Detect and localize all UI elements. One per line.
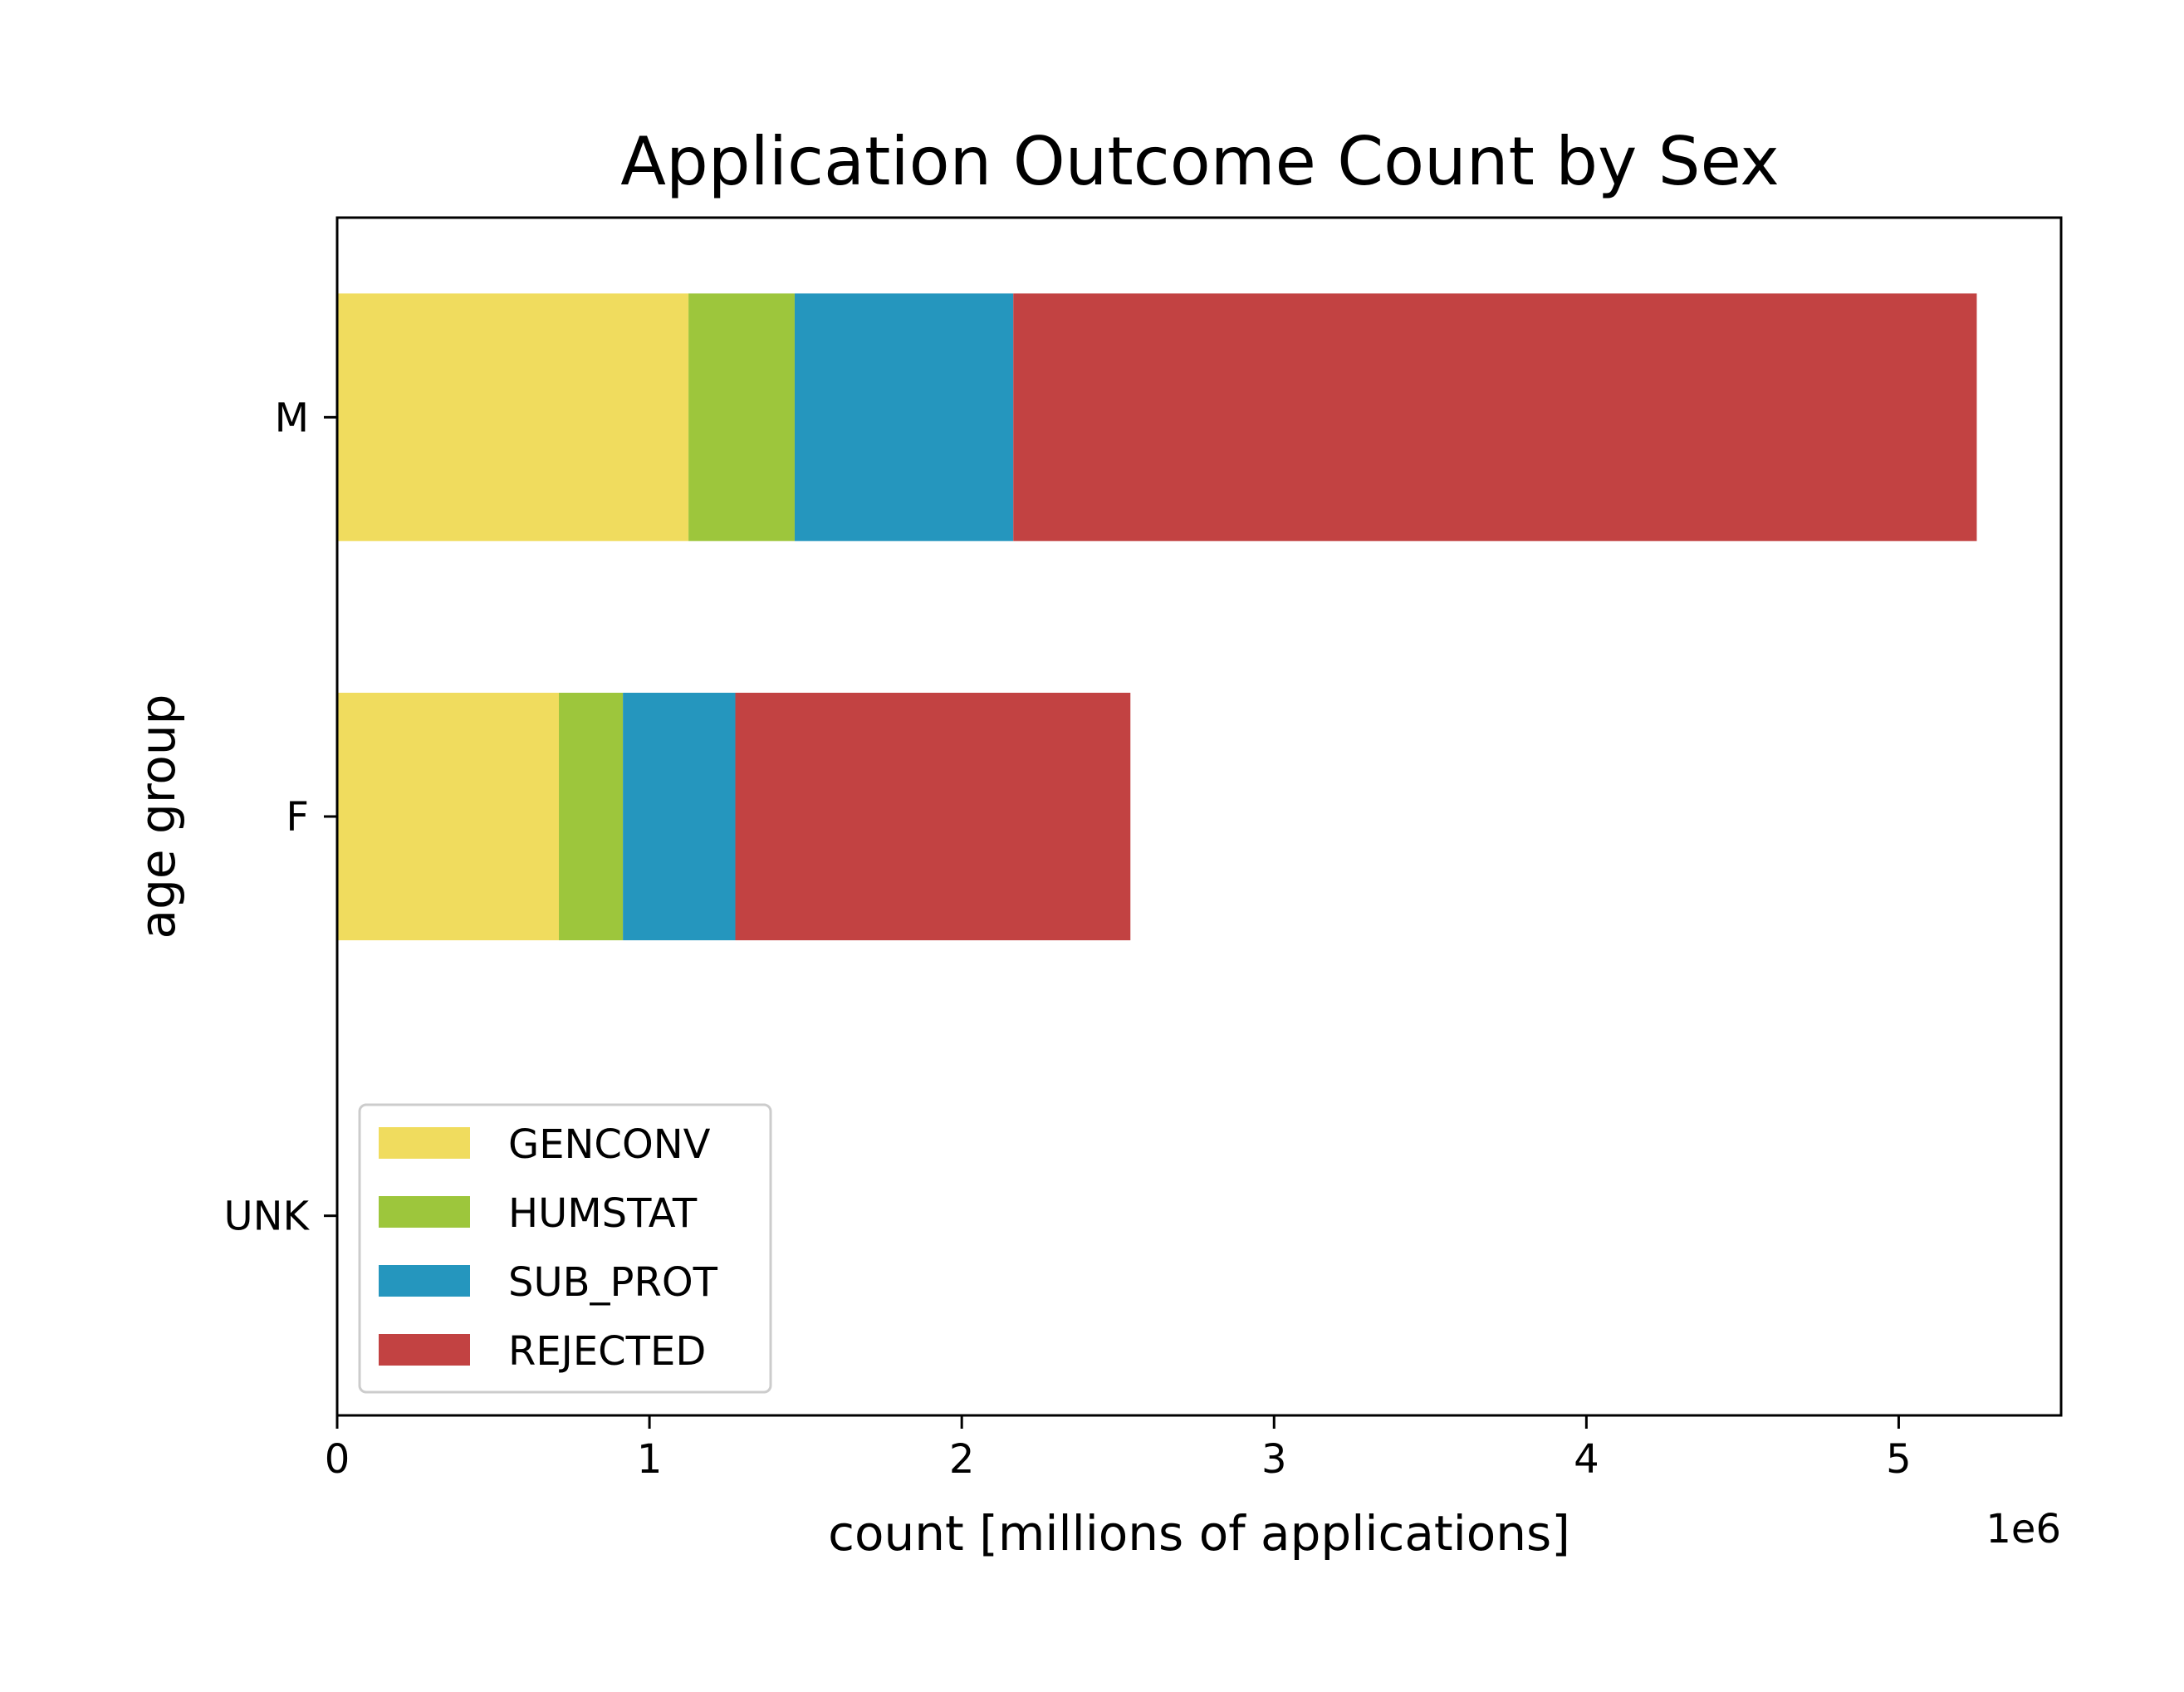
legend-label: GENCONV [508,1121,711,1168]
legend-swatch-humstat [379,1196,470,1228]
bar-m-sub-prot [794,293,1014,542]
bar-m-rejected [1013,293,1977,542]
bar-m-humstat [688,293,795,542]
legend-label: REJECTED [508,1328,706,1375]
x-tick-label: 5 [1886,1436,1912,1483]
legend: GENCONV HUMSTAT SUB_PROT REJECTED [358,1103,772,1394]
x-tick-label: 2 [949,1436,975,1483]
y-axis-label: age group [130,694,186,939]
legend-swatch-genconv [379,1127,470,1159]
bar-f-rejected [735,692,1131,941]
x-axis: 0 1 2 3 4 5 [325,1415,1912,1483]
legend-frame [358,1103,772,1394]
bar-f-humstat [559,692,624,941]
x-tick-label: 1 [637,1436,663,1483]
y-tick-label: UNK [223,1194,310,1240]
y-tick-label: M [275,395,309,441]
bar-f-genconv [337,692,560,941]
legend-label: HUMSTAT [508,1190,698,1237]
y-axis: M F UNK [223,395,337,1240]
y-tick-label: F [286,794,309,841]
x-axis-label: count [millions of applications] [828,1505,1570,1562]
legend-swatch-sub-prot [379,1265,470,1297]
legend-swatch-rejected [379,1334,470,1366]
bar-m-genconv [337,293,689,542]
x-axis-offset-text: 1e6 [1986,1506,2061,1552]
x-tick-label: 4 [1574,1436,1599,1483]
bar-f-sub-prot [623,692,736,941]
bars [337,293,1977,941]
x-tick-label: 0 [325,1436,350,1483]
chart-title: Application Outcome Count by Sex [620,123,1779,200]
legend-label: SUB_PROT [508,1259,718,1306]
x-tick-label: 3 [1261,1436,1287,1483]
